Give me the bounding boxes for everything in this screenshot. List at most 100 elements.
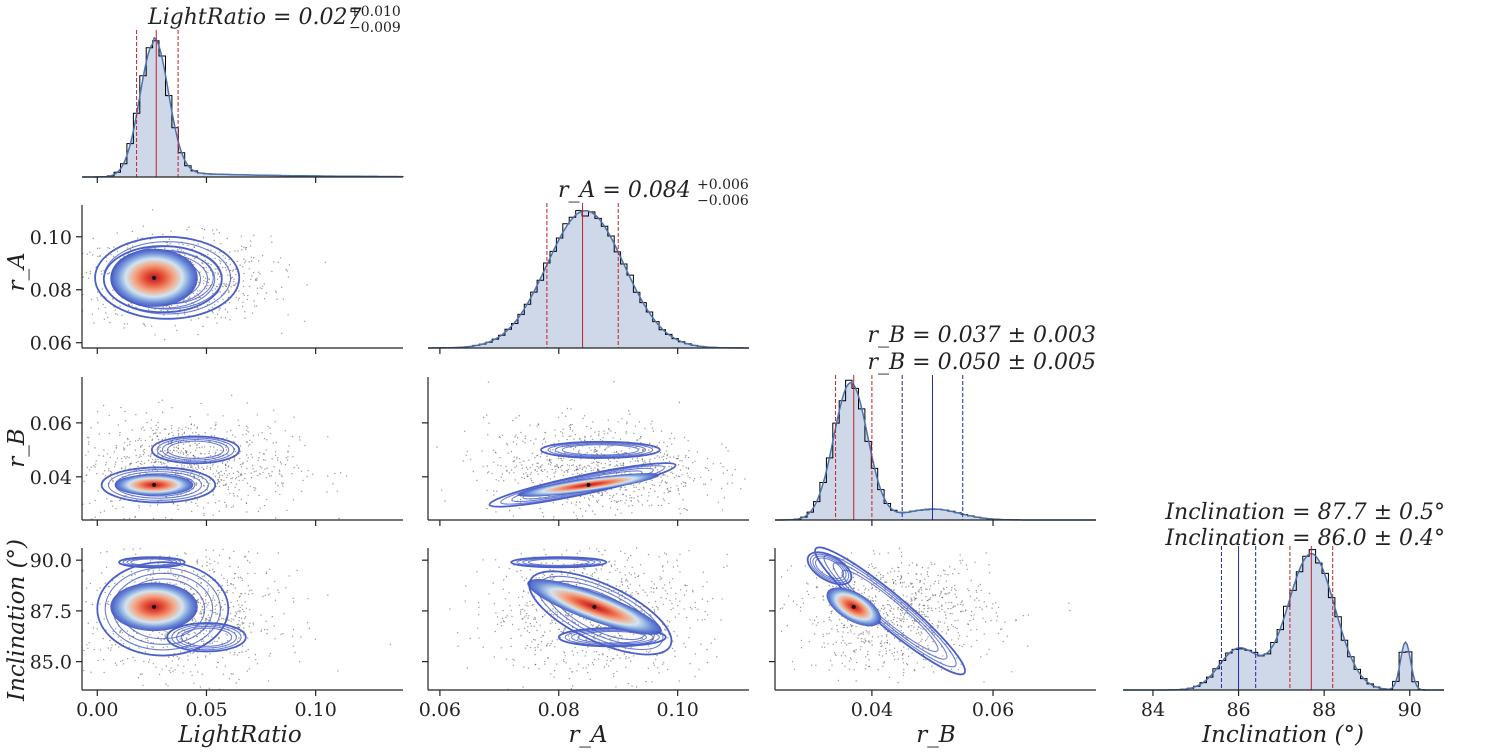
sample-point	[659, 578, 661, 580]
sample-point	[218, 476, 221, 478]
sample-point	[689, 663, 691, 665]
sample-point	[248, 445, 250, 447]
sample-point	[726, 553, 728, 556]
sample-point	[235, 296, 237, 298]
sample-point	[727, 450, 729, 452]
sample-point	[954, 593, 956, 596]
sample-point	[874, 600, 877, 602]
sample-point	[616, 654, 618, 656]
sample-point	[237, 566, 239, 568]
sample-point	[702, 585, 704, 588]
sample-point	[624, 472, 626, 474]
sample-point	[152, 646, 154, 648]
sample-point	[142, 453, 145, 456]
sample-point	[240, 617, 243, 619]
sample-point	[521, 596, 524, 598]
sample-point	[686, 472, 688, 474]
sample-point	[591, 510, 594, 512]
sample-point	[526, 644, 528, 647]
sample-point	[158, 673, 161, 676]
sample-point	[598, 654, 600, 656]
sample-point	[905, 586, 907, 588]
sample-point	[632, 633, 635, 635]
sample-point	[721, 443, 723, 445]
sample-point	[209, 468, 212, 471]
sample-point	[229, 319, 231, 321]
sample-point	[726, 482, 729, 485]
sample-point	[669, 581, 671, 584]
sample-point	[590, 435, 592, 437]
sample-point	[879, 651, 881, 653]
sample-point	[592, 438, 594, 441]
sample-point	[711, 597, 714, 600]
sample-point	[608, 446, 610, 448]
contour	[102, 245, 223, 314]
sample-point	[214, 452, 216, 455]
sample-point	[583, 618, 585, 620]
sample-point	[681, 460, 683, 462]
sample-point	[254, 572, 256, 575]
sample-point	[664, 552, 666, 554]
sample-point	[225, 262, 228, 264]
sample-point	[688, 550, 690, 552]
sample-point	[688, 450, 690, 452]
sample-point	[199, 686, 202, 688]
sample-point	[540, 470, 542, 472]
sample-point	[147, 640, 149, 642]
sample-point	[197, 476, 199, 478]
sample-point	[212, 595, 214, 597]
sample-point	[239, 445, 242, 447]
sample-point	[649, 650, 651, 652]
sample-point	[306, 475, 308, 478]
sample-point	[175, 446, 178, 449]
sample-point	[238, 678, 240, 681]
sample-point	[197, 671, 199, 673]
sample-point	[225, 470, 227, 472]
sample-point	[274, 290, 277, 292]
sample-point	[268, 475, 271, 477]
sample-point	[674, 650, 676, 652]
sample-point	[881, 635, 883, 637]
sample-point	[657, 608, 659, 611]
sample-point	[862, 631, 864, 633]
sample-point	[182, 443, 185, 445]
sample-point	[240, 473, 242, 475]
sample-point	[285, 268, 287, 271]
sample-point	[178, 576, 180, 578]
sample-point	[878, 654, 880, 656]
sample-point	[116, 664, 118, 666]
sample-point	[230, 286, 232, 288]
sample-point	[91, 518, 93, 520]
sample-point	[141, 673, 143, 675]
sample-point	[266, 467, 268, 469]
sample-point	[228, 291, 230, 294]
sample-point	[242, 608, 244, 611]
sample-point	[205, 266, 207, 269]
sample-point	[202, 276, 205, 278]
sample-point	[501, 473, 504, 475]
sample-point	[584, 436, 586, 439]
sample-point	[566, 464, 569, 466]
sample-point	[108, 603, 110, 606]
sample-point	[633, 497, 635, 499]
sample-point	[576, 472, 579, 474]
sample-point	[292, 597, 294, 599]
sample-point	[111, 505, 114, 507]
sample-point	[102, 637, 104, 640]
sample-point	[107, 316, 109, 319]
sample-point	[572, 448, 575, 450]
sample-point	[569, 428, 572, 430]
sample-point	[496, 490, 498, 493]
sample-point	[227, 296, 229, 299]
sample-point	[263, 298, 266, 300]
sample-point	[587, 671, 589, 674]
sample-point	[105, 461, 108, 464]
sample-point	[178, 433, 180, 435]
sample-point	[232, 592, 234, 594]
sample-point	[515, 434, 517, 436]
sample-point	[214, 605, 216, 607]
sample-point	[555, 471, 557, 473]
sample-point	[214, 317, 216, 319]
sample-point	[666, 620, 669, 622]
sample-point	[667, 625, 669, 627]
